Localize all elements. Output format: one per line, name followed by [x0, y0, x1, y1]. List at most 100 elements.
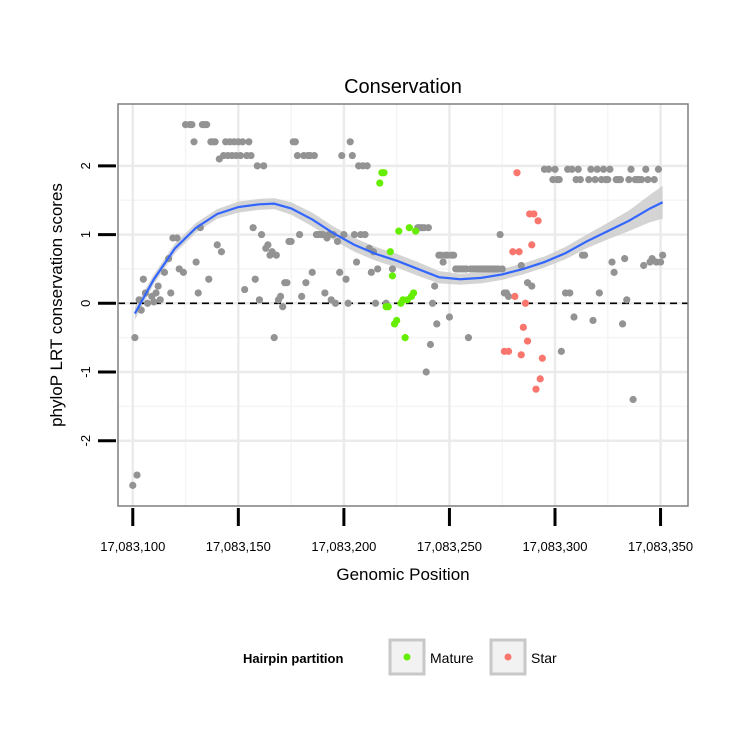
point-other [623, 296, 631, 304]
point-other [302, 279, 310, 287]
point-other [249, 224, 257, 232]
point-other [192, 258, 200, 266]
point-other [236, 151, 245, 160]
point-other [574, 165, 582, 173]
point-other [350, 230, 359, 239]
point-other [179, 268, 188, 276]
y-tick-label: 0 [78, 300, 93, 307]
point-other [637, 175, 646, 184]
point-other [545, 165, 553, 173]
point-other [627, 165, 635, 173]
point-other [557, 347, 565, 355]
point-other [496, 230, 504, 239]
y-tick-label: 2 [78, 162, 93, 169]
point-other [298, 292, 306, 301]
point-other [331, 299, 340, 307]
point-mature [386, 248, 394, 256]
y-tick-label: -2 [78, 435, 93, 447]
point-other [616, 175, 625, 184]
point-star [523, 337, 532, 345]
point-other [422, 368, 430, 376]
legend-swatch-mature [403, 653, 411, 661]
point-other [342, 275, 350, 283]
point-mature [409, 289, 418, 297]
x-tick-label: 17,083,150 [206, 539, 271, 554]
point-other [295, 230, 304, 239]
point-other [211, 138, 219, 146]
plot-border [117, 103, 689, 507]
point-other [445, 313, 454, 321]
point-other [551, 165, 559, 173]
point-other [338, 151, 346, 160]
point-other [264, 241, 272, 249]
point-other [272, 251, 280, 259]
point-other [428, 299, 437, 307]
point-mature [388, 272, 397, 280]
point-other [576, 175, 584, 184]
point-other [137, 306, 145, 314]
point-other [167, 289, 175, 297]
point-other [580, 251, 589, 259]
y-axis: -2 -1 0 1 2 [78, 162, 116, 446]
point-other [139, 275, 147, 283]
point-other [431, 282, 439, 290]
x-tick-label: 17,083,300 [522, 539, 587, 554]
point-other [173, 234, 181, 242]
point-other [587, 165, 595, 173]
point-other [371, 299, 380, 307]
point-other [593, 165, 601, 173]
point-other [321, 289, 329, 297]
point-other [217, 248, 226, 256]
point-star [530, 210, 538, 218]
point-other [160, 268, 169, 276]
x-tick-label: 17,083,200 [311, 539, 376, 554]
point-mature [395, 227, 403, 235]
point-other [308, 268, 316, 276]
point-other [251, 275, 259, 283]
point-other [238, 138, 247, 146]
point-mature [393, 316, 401, 325]
point-other [156, 296, 164, 304]
point-mature [412, 227, 420, 235]
point-star [515, 248, 523, 256]
point-other [291, 138, 299, 146]
point-mature [384, 303, 392, 311]
point-other [433, 320, 441, 328]
point-other [650, 175, 658, 184]
point-other [555, 175, 563, 184]
point-other [205, 275, 213, 283]
point-other [293, 151, 302, 160]
point-other [279, 303, 287, 311]
point-other [203, 121, 211, 129]
point-other [629, 395, 637, 404]
point-mature [380, 169, 388, 177]
point-star [519, 323, 527, 331]
point-other [336, 268, 344, 276]
point-other [654, 165, 663, 173]
point-other [591, 175, 599, 184]
point-star [517, 351, 525, 359]
point-other [621, 255, 629, 263]
point-other [424, 224, 432, 232]
point-other [450, 251, 458, 259]
point-other [340, 230, 348, 239]
legend-swatch-star [504, 653, 512, 661]
legend-entry-mature: Mature [388, 638, 474, 676]
point-other [644, 175, 652, 184]
point-other [528, 282, 536, 290]
point-other [344, 299, 352, 307]
point-other [464, 334, 473, 342]
legend-label-mature: Mature [430, 650, 474, 666]
point-other [188, 121, 196, 129]
point-star [509, 248, 517, 256]
point-star [528, 241, 536, 249]
point-star [534, 217, 542, 225]
point-other [610, 268, 618, 276]
point-other [363, 162, 371, 170]
x-axis: 17,083,100 17,083,150 17,083,200 17,083,250… [100, 508, 693, 554]
point-other [599, 165, 608, 173]
point-other [260, 162, 268, 170]
point-other [608, 258, 616, 266]
point-other [589, 316, 597, 325]
point-other [348, 151, 356, 160]
